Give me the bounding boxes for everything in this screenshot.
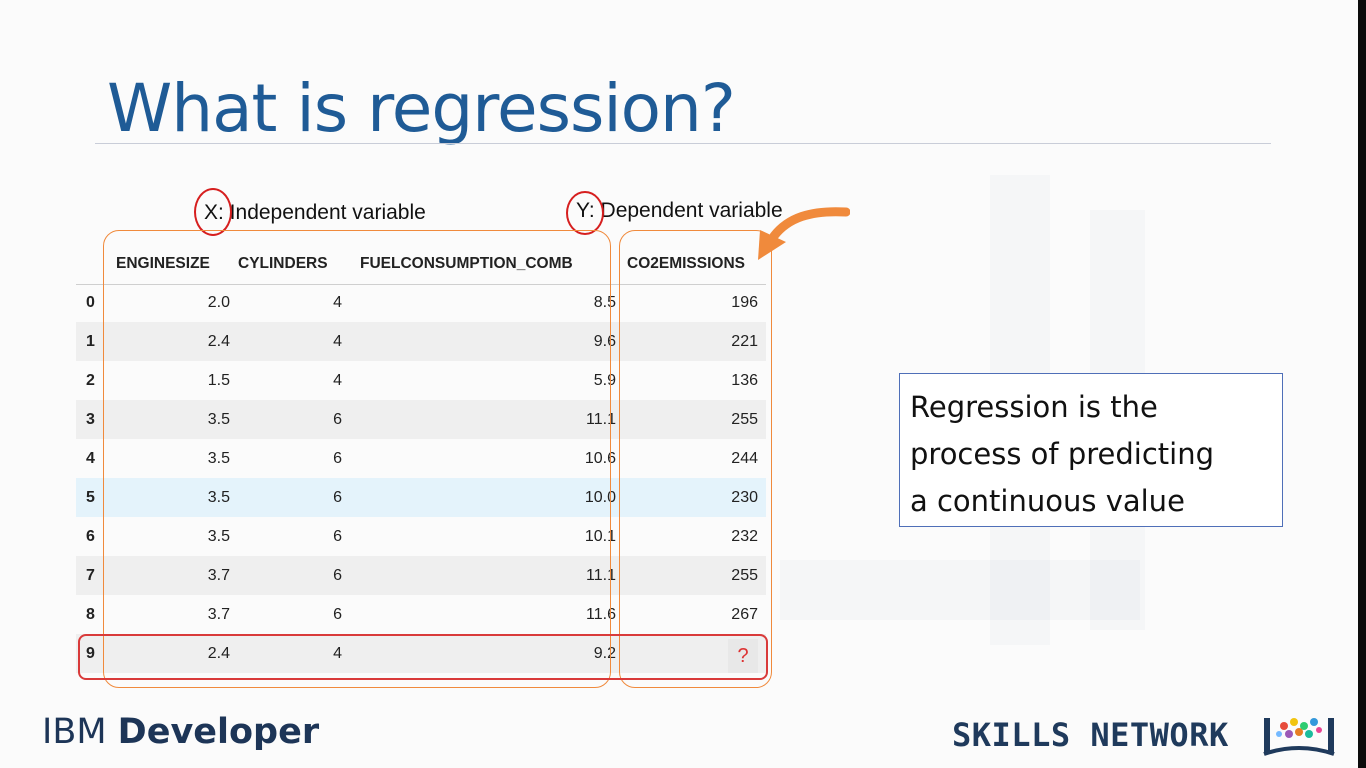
cell-fuelconsumption: 10.6 — [584, 449, 616, 467]
cell-fuelconsumption: 9.2 — [356, 634, 620, 673]
column-header-enginesize: ENGINESIZE — [116, 255, 210, 272]
x-variable-label: X: Independent variable — [204, 201, 426, 225]
column-header-fuelconsumption: FUELCONSUMPTION_COMB — [360, 255, 573, 272]
definition-line: process of predicting — [910, 437, 1214, 471]
table-row: 7 3.7 6 11.1 255 — [76, 556, 766, 595]
title-divider — [95, 143, 1271, 144]
cell-cylinders: 4 — [230, 634, 356, 673]
independent-variables-box — [103, 230, 611, 688]
cell-enginesize: 3.7 — [207, 605, 230, 623]
cell-fuelconsumption: 11.6 — [586, 605, 616, 623]
cell-enginesize: 2.4 — [114, 322, 230, 361]
table-row: 6 3.5 6 10.1 232 — [76, 517, 766, 556]
video-frame-edge — [1358, 0, 1366, 768]
table-row: 3 3.5 6 11.1 255 — [76, 400, 766, 439]
cell-cylinders: 4 — [230, 322, 356, 361]
dependent-variable-box — [619, 230, 772, 688]
prediction-row-box — [78, 634, 768, 680]
skills-network-logo: SKILLS NETWORK — [952, 716, 1229, 754]
cell-fuelconsumption: 9.6 — [356, 322, 620, 361]
slide-title: What is regression? — [107, 70, 736, 147]
column-header-cylinders: CYLINDERS — [238, 255, 328, 272]
table-header-row: ENGINESIZE CYLINDERS FUELCONSUMPTION_COM… — [76, 245, 766, 283]
column-header-co2emissions: CO2EMISSIONS — [627, 255, 745, 272]
cell-co2emissions: 244 — [731, 449, 758, 467]
skills-network-icon — [1263, 718, 1335, 756]
cell-co2emissions: 136 — [731, 371, 758, 389]
row-index: 4 — [86, 449, 95, 467]
table-row: 4 3.5 6 10.6 244 — [76, 439, 766, 478]
cell-cylinders: 6 — [333, 527, 342, 545]
ibm-developer-logo: IBM Developer — [42, 712, 319, 752]
row-index: 0 — [86, 293, 95, 311]
cell-co2emissions: 221 — [620, 322, 766, 361]
cell-cylinders: 6 — [333, 605, 342, 623]
cell-enginesize: 3.7 — [114, 556, 230, 595]
y-circle-annotation — [566, 191, 604, 235]
cell-cylinders: 6 — [230, 400, 356, 439]
unknown-value-cell: ? — [728, 639, 758, 673]
row-index: 8 — [86, 605, 95, 623]
cell-cylinders: 6 — [333, 449, 342, 467]
table-row: 8 3.7 6 11.6 267 — [76, 595, 766, 634]
table-header-divider — [76, 284, 766, 285]
dataset-table: ENGINESIZE CYLINDERS FUELCONSUMPTION_COM… — [76, 245, 766, 673]
table-row: 1 2.4 4 9.6 221 — [76, 322, 766, 361]
y-label-text: Dependent variable — [594, 199, 783, 222]
cell-fuelconsumption: 10.0 — [356, 478, 620, 517]
cell-co2emissions: 255 — [620, 556, 766, 595]
cell-co2emissions: 255 — [620, 400, 766, 439]
cell-cylinders: 4 — [333, 371, 342, 389]
cell-cylinders: 6 — [230, 556, 356, 595]
cell-cylinders: 6 — [230, 478, 356, 517]
definition-line: a continuous value — [910, 484, 1185, 518]
row-index: 7 — [76, 556, 114, 595]
cell-enginesize: 3.5 — [207, 527, 230, 545]
cell-enginesize: 2.0 — [207, 293, 230, 311]
cell-fuelconsumption: 11.1 — [356, 400, 620, 439]
definition-line: Regression is the — [910, 390, 1158, 424]
cell-enginesize: 3.5 — [207, 449, 230, 467]
cell-fuelconsumption: 11.1 — [356, 556, 620, 595]
row-index: 2 — [86, 371, 95, 389]
cell-co2emissions: 232 — [731, 527, 758, 545]
cell-co2emissions: 196 — [731, 293, 758, 311]
ibm-text: IBM — [42, 712, 118, 752]
table-row-highlighted: 5 3.5 6 10.0 230 — [76, 478, 766, 517]
definition-box: Regression is the process of predicting … — [899, 373, 1283, 527]
row-index: 3 — [76, 400, 114, 439]
row-index: 6 — [86, 527, 95, 545]
cell-co2emissions: 230 — [620, 478, 766, 517]
cell-cylinders: 4 — [333, 293, 342, 311]
cell-enginesize: 3.5 — [114, 400, 230, 439]
row-index: 5 — [76, 478, 114, 517]
x-label-text: Independent variable — [223, 201, 426, 224]
cell-enginesize: 3.5 — [114, 478, 230, 517]
row-index: 1 — [76, 322, 114, 361]
cell-fuelconsumption: 10.1 — [584, 527, 616, 545]
background-decoration — [780, 560, 1140, 620]
developer-text: Developer — [117, 712, 320, 752]
cell-co2emissions: 267 — [731, 605, 758, 623]
cell-enginesize: 2.4 — [114, 634, 230, 673]
x-circle-annotation — [194, 188, 232, 236]
cell-enginesize: 1.5 — [207, 371, 230, 389]
